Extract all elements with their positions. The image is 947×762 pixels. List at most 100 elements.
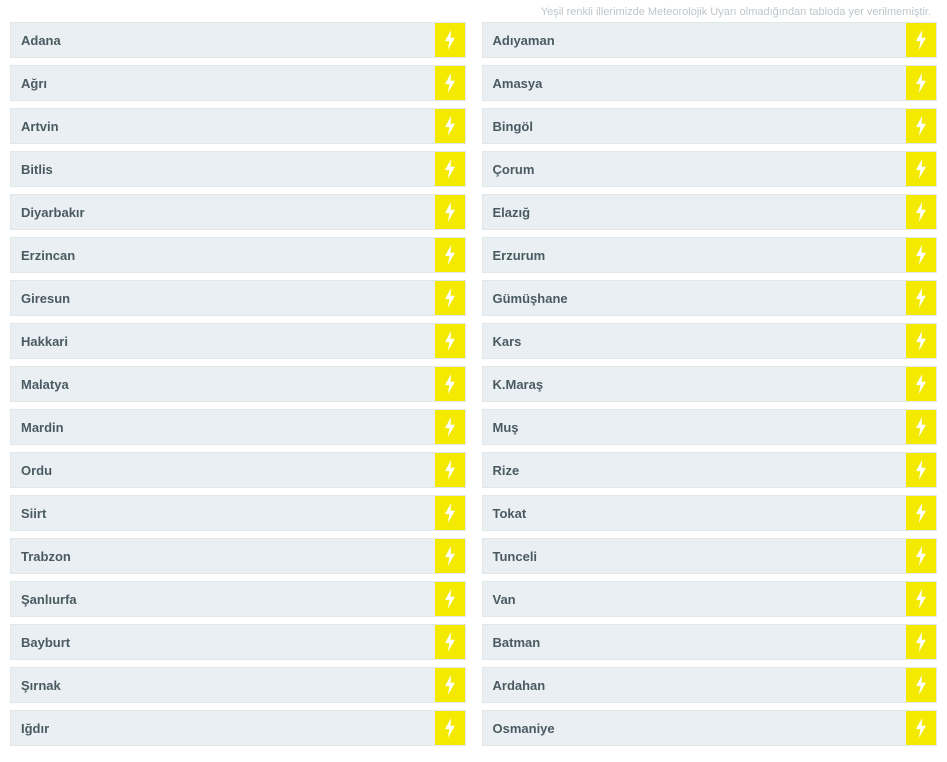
lightning-icon: [906, 238, 936, 272]
province-label: Şırnak: [11, 668, 435, 702]
province-row[interactable]: Ağrı: [10, 65, 466, 101]
province-row[interactable]: Diyarbakır: [10, 194, 466, 230]
lightning-icon: [435, 109, 465, 143]
lightning-icon: [435, 66, 465, 100]
province-label: Siirt: [11, 496, 435, 530]
province-label: Elazığ: [483, 195, 907, 229]
province-label: Artvin: [11, 109, 435, 143]
lightning-icon: [906, 496, 936, 530]
province-label: Tokat: [483, 496, 907, 530]
province-row[interactable]: Adana: [10, 22, 466, 58]
province-row[interactable]: Batman: [482, 624, 938, 660]
province-row[interactable]: Hakkari: [10, 323, 466, 359]
province-row[interactable]: Trabzon: [10, 538, 466, 574]
province-label: Erzincan: [11, 238, 435, 272]
province-row[interactable]: Erzurum: [482, 237, 938, 273]
province-row[interactable]: Şırnak: [10, 667, 466, 703]
province-row[interactable]: Adıyaman: [482, 22, 938, 58]
province-label: Osmaniye: [483, 711, 907, 745]
province-row[interactable]: Siirt: [10, 495, 466, 531]
lightning-icon: [435, 410, 465, 444]
lightning-icon: [435, 281, 465, 315]
lightning-icon: [435, 625, 465, 659]
province-label: Mardin: [11, 410, 435, 444]
province-row[interactable]: Tokat: [482, 495, 938, 531]
lightning-icon: [906, 711, 936, 745]
province-row[interactable]: Kars: [482, 323, 938, 359]
lightning-icon: [906, 23, 936, 57]
lightning-icon: [435, 195, 465, 229]
province-grid: Adana Ağrı Artvin Bitlis Diyarbakır Erzincan G…: [10, 22, 937, 746]
lightning-icon: [906, 109, 936, 143]
province-label: Hakkari: [11, 324, 435, 358]
lightning-icon: [906, 367, 936, 401]
lightning-icon: [435, 539, 465, 573]
lightning-icon: [906, 324, 936, 358]
province-row[interactable]: Muş: [482, 409, 938, 445]
province-label: Kars: [483, 324, 907, 358]
province-row[interactable]: Gümüşhane: [482, 280, 938, 316]
lightning-icon: [435, 453, 465, 487]
province-label: Amasya: [483, 66, 907, 100]
province-column-right: Adıyaman Amasya Bingöl Çorum Elazığ Erzurum Gü…: [482, 22, 938, 746]
province-row[interactable]: Ardahan: [482, 667, 938, 703]
lightning-icon: [906, 281, 936, 315]
province-row[interactable]: Elazığ: [482, 194, 938, 230]
province-label: Trabzon: [11, 539, 435, 573]
province-label: Şanlıurfa: [11, 582, 435, 616]
province-row[interactable]: Iğdır: [10, 710, 466, 746]
province-row[interactable]: Osmaniye: [482, 710, 938, 746]
province-row[interactable]: Bayburt: [10, 624, 466, 660]
lightning-icon: [906, 66, 936, 100]
province-row[interactable]: Bingöl: [482, 108, 938, 144]
province-column-left: Adana Ağrı Artvin Bitlis Diyarbakır Erzincan G…: [10, 22, 466, 746]
note-text: Yeşil renkli illerimizde Meteorolojik Uy…: [10, 6, 937, 22]
province-row[interactable]: Malatya: [10, 366, 466, 402]
province-label: Bingöl: [483, 109, 907, 143]
lightning-icon: [435, 582, 465, 616]
province-label: Bayburt: [11, 625, 435, 659]
lightning-icon: [435, 238, 465, 272]
province-label: Muş: [483, 410, 907, 444]
province-label: K.Maraş: [483, 367, 907, 401]
province-label: Ardahan: [483, 668, 907, 702]
lightning-icon: [906, 539, 936, 573]
province-row[interactable]: Artvin: [10, 108, 466, 144]
province-row[interactable]: Van: [482, 581, 938, 617]
province-row[interactable]: Ordu: [10, 452, 466, 488]
lightning-icon: [435, 668, 465, 702]
province-row[interactable]: K.Maraş: [482, 366, 938, 402]
province-row[interactable]: Amasya: [482, 65, 938, 101]
province-row[interactable]: Mardin: [10, 409, 466, 445]
province-row[interactable]: Bitlis: [10, 151, 466, 187]
province-row[interactable]: Şanlıurfa: [10, 581, 466, 617]
lightning-icon: [906, 410, 936, 444]
province-row[interactable]: Tunceli: [482, 538, 938, 574]
province-label: Iğdır: [11, 711, 435, 745]
province-label: Giresun: [11, 281, 435, 315]
lightning-icon: [906, 453, 936, 487]
lightning-icon: [435, 711, 465, 745]
province-label: Van: [483, 582, 907, 616]
province-label: Rize: [483, 453, 907, 487]
province-label: Diyarbakır: [11, 195, 435, 229]
lightning-icon: [906, 668, 936, 702]
province-label: Çorum: [483, 152, 907, 186]
lightning-icon: [435, 324, 465, 358]
province-row[interactable]: Giresun: [10, 280, 466, 316]
lightning-icon: [906, 582, 936, 616]
province-label: Malatya: [11, 367, 435, 401]
province-label: Ordu: [11, 453, 435, 487]
province-label: Erzurum: [483, 238, 907, 272]
province-label: Gümüşhane: [483, 281, 907, 315]
lightning-icon: [906, 625, 936, 659]
lightning-icon: [435, 23, 465, 57]
province-label: Ağrı: [11, 66, 435, 100]
province-row[interactable]: Rize: [482, 452, 938, 488]
province-label: Adana: [11, 23, 435, 57]
province-row[interactable]: Çorum: [482, 151, 938, 187]
province-label: Bitlis: [11, 152, 435, 186]
province-label: Batman: [483, 625, 907, 659]
lightning-icon: [435, 496, 465, 530]
province-row[interactable]: Erzincan: [10, 237, 466, 273]
